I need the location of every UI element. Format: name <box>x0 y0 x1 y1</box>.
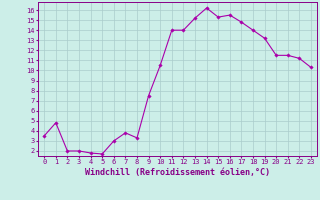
X-axis label: Windchill (Refroidissement éolien,°C): Windchill (Refroidissement éolien,°C) <box>85 168 270 177</box>
